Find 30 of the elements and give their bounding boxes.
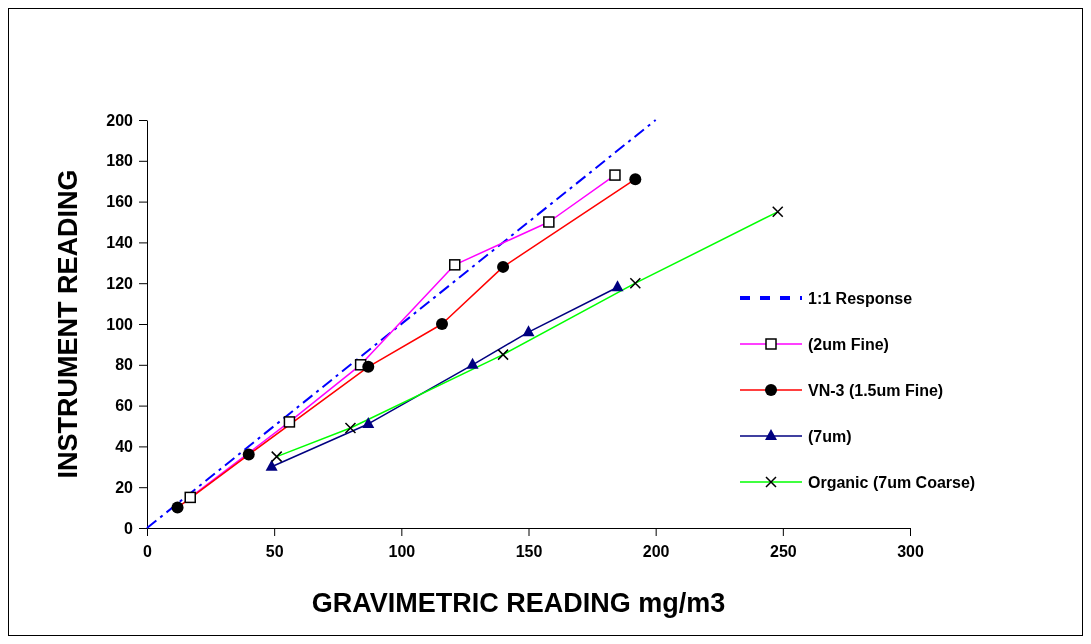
point — [611, 280, 624, 292]
x-tick-label: 200 — [642, 543, 670, 561]
y-tick-label: 180 — [106, 152, 134, 170]
x-tick-label: 100 — [388, 543, 416, 561]
y-tick-label: 40 — [115, 438, 134, 456]
legend-label: 1:1 Response — [808, 290, 913, 307]
legend-label: (7um) — [808, 428, 852, 445]
point — [265, 459, 278, 471]
legend-label: (2um Fine) — [808, 336, 889, 353]
legend-label: Organic (7um Coarse) — [808, 474, 976, 491]
point — [362, 416, 375, 428]
y-tick-label: 20 — [115, 478, 134, 496]
y-tick-label: 100 — [106, 315, 134, 333]
x-axis-title: GRAVIMETRIC READING mg/m3 — [311, 588, 726, 618]
y-axis-title: INSTRUMENT READING — [53, 169, 83, 479]
x-tick-label: 50 — [265, 543, 284, 561]
y-tick-label: 140 — [106, 234, 134, 252]
legend-label: VN-3 (1.5um Fine) — [808, 382, 944, 399]
point — [466, 357, 479, 369]
x-tick-label: 250 — [769, 543, 797, 561]
y-tick-label: 160 — [106, 193, 134, 211]
y-tick-label: 200 — [106, 111, 134, 129]
y-tick-label: 0 — [124, 519, 134, 537]
point — [522, 325, 535, 337]
y-tick-label: 120 — [106, 274, 134, 292]
x-tick-label: 0 — [143, 543, 153, 561]
y-tick-label: 60 — [115, 397, 134, 415]
y-tick-label: 80 — [115, 356, 134, 374]
x-tick-label: 150 — [515, 543, 543, 561]
x-tick-label: 300 — [897, 543, 924, 561]
